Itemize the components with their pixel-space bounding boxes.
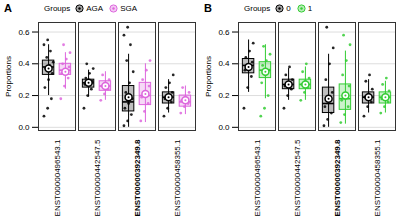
- svg-text:0.0: 0.0: [218, 123, 230, 132]
- html-text:Groups: Groups: [244, 3, 271, 13]
- html-text:B: B: [204, 2, 212, 14]
- svg-text:ENST00000442547.5: ENST00000442547.5: [293, 139, 302, 217]
- svg-text:0.2: 0.2: [218, 91, 230, 100]
- svg-text:0.4: 0.4: [218, 59, 230, 68]
- svg-text:ENST00000392349.8: ENST00000392349.8: [133, 139, 142, 217]
- svg-text:0.4: 0.4: [18, 59, 30, 68]
- svg-text:ENST00000496543.1: ENST00000496543.1: [53, 139, 62, 217]
- svg-text:Proportions: Proportions: [4, 56, 13, 97]
- html-text:SGA: SGA: [120, 3, 137, 13]
- html-text:A: A: [4, 2, 12, 14]
- svg-text:0.6: 0.6: [18, 28, 30, 37]
- html-text:Groups: Groups: [44, 3, 71, 13]
- svg-text:0.6: 0.6: [218, 28, 230, 37]
- svg-text:ENST00000442547.5: ENST00000442547.5: [93, 139, 102, 217]
- svg-text:0.0: 0.0: [18, 123, 30, 132]
- html-text:0: 0: [286, 3, 291, 13]
- svg-text:ENST00000458355.1: ENST00000458355.1: [373, 139, 382, 217]
- svg-text:ENST00000496543.1: ENST00000496543.1: [253, 139, 262, 217]
- svg-text:ENST00000392349.8: ENST00000392349.8: [333, 139, 342, 217]
- svg-text:ENST00000458355.1: ENST00000458355.1: [173, 139, 182, 217]
- svg-text:0.2: 0.2: [18, 91, 30, 100]
- html-text:1: 1: [307, 3, 313, 13]
- html-text:AGA: AGA: [86, 3, 104, 13]
- svg-text:Proportions: Proportions: [204, 56, 213, 97]
